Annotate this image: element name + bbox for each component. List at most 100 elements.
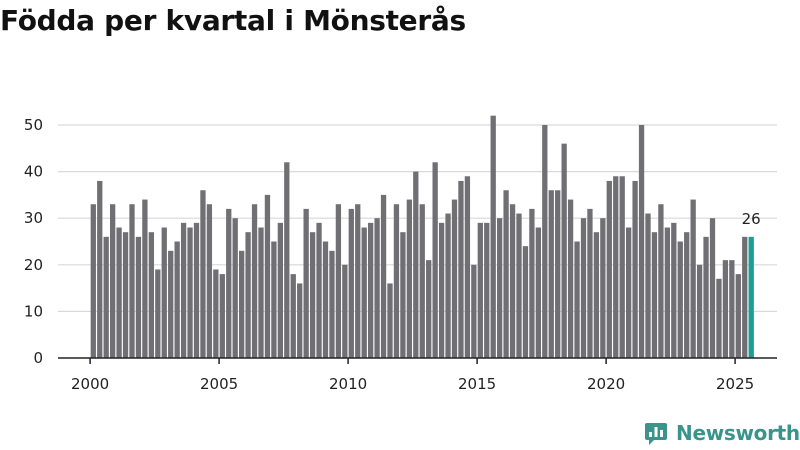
bar — [174, 241, 180, 358]
bar — [477, 222, 483, 358]
bar — [671, 222, 677, 358]
bar — [432, 162, 438, 358]
bar — [297, 283, 303, 358]
x-tick-label: 2000 — [71, 375, 109, 393]
x-tick-label: 2020 — [587, 375, 625, 393]
bar — [729, 260, 735, 358]
bar — [393, 204, 400, 358]
bar — [542, 125, 548, 358]
bar — [380, 194, 387, 358]
bar — [438, 222, 445, 358]
bar — [329, 250, 335, 358]
bar — [142, 199, 148, 358]
y-tick-label: 10 — [24, 302, 43, 320]
bar — [303, 208, 309, 358]
bar — [638, 125, 645, 358]
bar — [613, 176, 619, 358]
bar — [593, 232, 600, 358]
y-tick-label: 30 — [24, 209, 43, 227]
bar — [509, 204, 516, 358]
bar — [135, 236, 142, 358]
bar — [368, 222, 374, 358]
bar — [355, 204, 361, 358]
bar — [97, 180, 103, 358]
bar — [445, 213, 451, 358]
bar — [232, 218, 238, 358]
bar — [600, 218, 606, 358]
bar — [709, 218, 716, 358]
bar — [290, 274, 296, 358]
bar — [503, 190, 509, 358]
bar — [245, 232, 251, 358]
bar — [213, 269, 219, 358]
bar — [90, 204, 96, 358]
y-tick-label: 20 — [24, 256, 43, 274]
bar — [471, 264, 477, 358]
bar — [574, 241, 580, 358]
bar — [555, 190, 561, 358]
bar — [548, 190, 554, 358]
bar — [716, 278, 722, 358]
bar — [110, 204, 116, 358]
y-tick-label: 50 — [24, 116, 43, 134]
bar — [645, 213, 651, 358]
bar — [335, 204, 342, 358]
newsworthy-logo-icon — [645, 423, 667, 445]
bar — [529, 208, 535, 358]
chart-title: Födda per kvartal i Mönsterås — [0, 4, 466, 37]
bar — [400, 232, 406, 358]
bar — [522, 246, 529, 358]
bar — [484, 222, 490, 358]
bar — [361, 227, 367, 358]
bar — [587, 208, 593, 358]
axes: 0 10 20 30 40 50 2000 2005 2010 2015 2020 2025 — [24, 116, 777, 393]
bar — [567, 199, 574, 358]
bar — [419, 204, 425, 358]
bar — [180, 222, 187, 358]
bar — [677, 241, 683, 358]
x-tick-label: 2005 — [200, 375, 238, 393]
bar — [161, 227, 167, 358]
bar — [284, 162, 290, 358]
bar — [580, 218, 587, 358]
bar — [200, 190, 206, 358]
bar — [193, 222, 200, 358]
y-tick-label: 0 — [33, 349, 43, 367]
bar — [535, 227, 541, 358]
bar — [155, 269, 161, 358]
bar — [632, 180, 638, 358]
bars — [90, 115, 754, 359]
bar — [451, 199, 458, 358]
bar — [103, 236, 109, 358]
bar — [258, 227, 264, 358]
bar — [309, 232, 316, 358]
y-tick-label: 40 — [24, 163, 43, 181]
bar — [497, 218, 503, 358]
bar — [116, 227, 122, 358]
bar — [219, 274, 225, 358]
data-labels: 26 — [742, 210, 761, 228]
bar — [690, 199, 696, 358]
bar — [516, 213, 522, 358]
bar — [342, 264, 348, 358]
bar — [251, 204, 258, 358]
bar — [129, 204, 135, 358]
bar — [626, 227, 632, 358]
bar — [458, 180, 464, 358]
bar — [426, 260, 432, 358]
bar — [168, 250, 174, 358]
bar — [619, 176, 625, 358]
bar — [696, 264, 703, 358]
x-tick-label: 2025 — [716, 375, 754, 393]
bar — [316, 222, 322, 358]
bar — [703, 236, 709, 358]
newsworthy-brand: Newsworthy — [644, 419, 800, 447]
x-tick-label: 2010 — [329, 375, 367, 393]
bar — [413, 171, 419, 358]
bar — [206, 204, 213, 358]
bar — [322, 241, 329, 358]
x-tick-label: 2015 — [458, 375, 496, 393]
bar — [406, 199, 412, 358]
bar — [490, 115, 496, 359]
